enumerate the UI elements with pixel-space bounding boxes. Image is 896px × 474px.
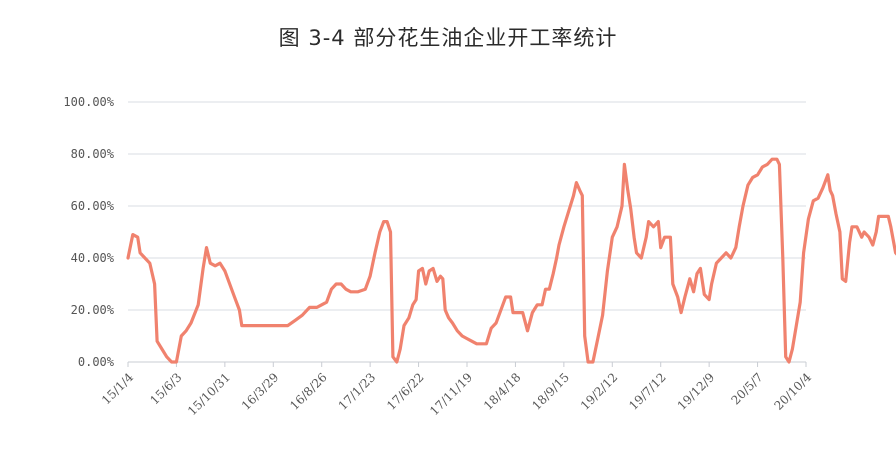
x-axis-ticks: 15/1/4 15/6/3 15/10/31 16/3/29 16/8/26 17/1/2… bbox=[99, 362, 814, 418]
series-line bbox=[126, 157, 896, 364]
x-tick-label: 15/1/4 bbox=[99, 370, 136, 407]
gridlines bbox=[128, 101, 806, 363]
x-tick-label: 19/12/9 bbox=[675, 370, 718, 413]
x-tick-label: 19/7/12 bbox=[626, 370, 669, 413]
y-tick-label: 20.00% bbox=[71, 303, 115, 317]
y-tick-label: 80.00% bbox=[71, 147, 115, 161]
x-tick-label: 18/9/15 bbox=[529, 370, 572, 413]
x-tick-label: 20/5/7 bbox=[728, 370, 765, 407]
series-layer bbox=[126, 157, 896, 364]
y-tick-label: 100.00% bbox=[63, 95, 114, 109]
y-tick-label: 0.00% bbox=[78, 355, 115, 369]
x-tick-label: 17/6/22 bbox=[384, 370, 427, 413]
x-tick-label: 15/6/3 bbox=[147, 370, 184, 407]
x-tick-label: 20/10/4 bbox=[772, 370, 815, 413]
x-tick-label: 19/2/12 bbox=[578, 370, 621, 413]
y-axis-ticks: 0.00% 20.00% 40.00% 60.00% 80.00% 100.00% bbox=[63, 95, 114, 369]
x-tick-label: 15/10/31 bbox=[185, 370, 233, 418]
y-tick-label: 40.00% bbox=[71, 251, 115, 265]
chart-title: 图 3-4 部分花生油企业开工率统计 bbox=[278, 26, 618, 50]
x-tick-label: 16/3/29 bbox=[239, 370, 282, 413]
x-tick-label: 16/8/26 bbox=[287, 370, 330, 413]
x-tick-label: 17/11/19 bbox=[427, 370, 475, 418]
x-tick-label: 18/4/18 bbox=[481, 370, 524, 413]
x-tick-label: 17/1/23 bbox=[336, 370, 379, 413]
y-tick-label: 60.00% bbox=[71, 199, 115, 213]
